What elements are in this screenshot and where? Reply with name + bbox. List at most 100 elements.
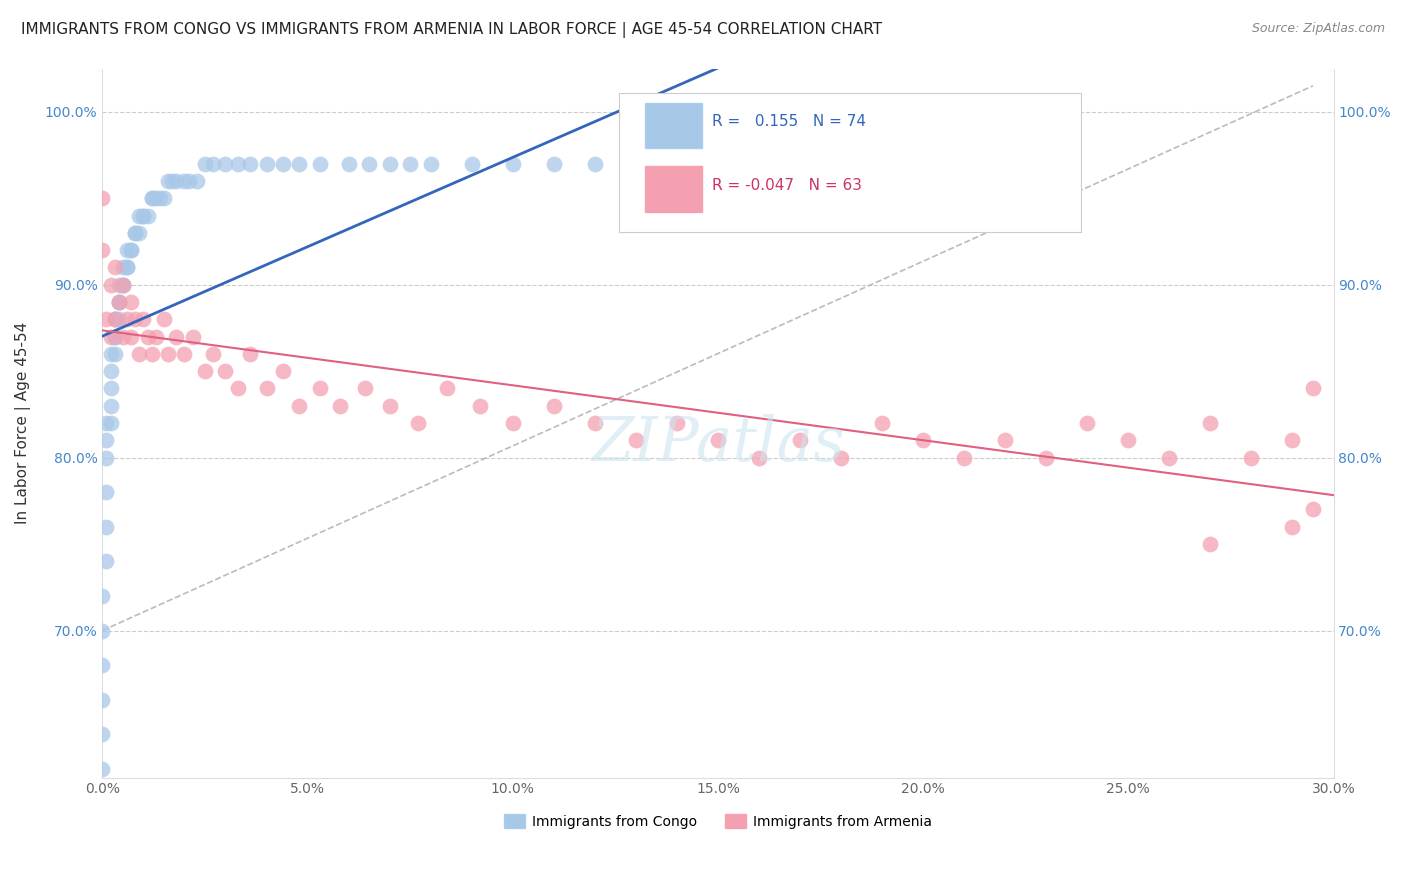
Point — [141, 347, 163, 361]
Point — [104, 347, 127, 361]
Point — [408, 416, 430, 430]
Point — [136, 209, 159, 223]
Point — [1118, 434, 1140, 448]
Point — [194, 364, 217, 378]
Point — [226, 156, 249, 170]
Point — [543, 399, 565, 413]
Point — [91, 243, 114, 257]
Point — [149, 191, 172, 205]
FancyBboxPatch shape — [645, 103, 702, 148]
Point — [436, 381, 458, 395]
Point — [107, 295, 129, 310]
Point — [337, 156, 360, 170]
Point — [107, 295, 129, 310]
Point — [329, 399, 352, 413]
Point — [419, 156, 441, 170]
Point — [202, 156, 225, 170]
Text: IMMIGRANTS FROM CONGO VS IMMIGRANTS FROM ARMENIA IN LABOR FORCE | AGE 45-54 CORR: IMMIGRANTS FROM CONGO VS IMMIGRANTS FROM… — [21, 22, 882, 38]
Point — [1281, 434, 1303, 448]
Point — [96, 416, 118, 430]
Point — [111, 277, 134, 292]
Point — [132, 209, 155, 223]
Point — [288, 399, 311, 413]
Point — [100, 416, 122, 430]
Point — [288, 156, 311, 170]
Point — [145, 329, 167, 343]
Point — [645, 156, 668, 170]
Point — [107, 312, 129, 326]
Point — [226, 381, 249, 395]
Point — [132, 312, 155, 326]
Point — [239, 347, 262, 361]
Point — [870, 416, 893, 430]
Point — [96, 312, 118, 326]
Point — [1302, 502, 1324, 516]
Point — [96, 554, 118, 568]
Point — [239, 156, 262, 170]
Point — [115, 260, 138, 275]
Point — [115, 312, 138, 326]
Point — [502, 156, 524, 170]
Point — [1199, 416, 1222, 430]
Point — [91, 727, 114, 741]
Point — [271, 364, 294, 378]
Point — [141, 191, 163, 205]
Point — [378, 399, 401, 413]
Point — [399, 156, 422, 170]
Point — [124, 226, 146, 240]
Point — [789, 156, 811, 170]
Point — [111, 277, 134, 292]
Point — [354, 381, 377, 395]
Point — [165, 174, 187, 188]
Point — [107, 295, 129, 310]
Point — [111, 329, 134, 343]
Point — [96, 520, 118, 534]
Point — [100, 347, 122, 361]
Point — [104, 312, 127, 326]
Point — [461, 156, 484, 170]
Point — [128, 226, 150, 240]
Point — [100, 277, 122, 292]
Point — [177, 174, 200, 188]
Point — [96, 450, 118, 465]
Point — [157, 174, 180, 188]
Point — [100, 381, 122, 395]
Legend: Immigrants from Congo, Immigrants from Armenia: Immigrants from Congo, Immigrants from A… — [499, 808, 938, 834]
Point — [145, 191, 167, 205]
Point — [583, 416, 606, 430]
Point — [953, 450, 976, 465]
Point — [104, 312, 127, 326]
Point — [1199, 537, 1222, 551]
FancyBboxPatch shape — [620, 94, 1081, 232]
Point — [104, 329, 127, 343]
Point — [153, 312, 176, 326]
Point — [91, 762, 114, 776]
Point — [789, 434, 811, 448]
Point — [748, 450, 770, 465]
Point — [132, 209, 155, 223]
Point — [309, 156, 332, 170]
Point — [543, 156, 565, 170]
Point — [96, 485, 118, 500]
Point — [128, 209, 150, 223]
Point — [96, 434, 118, 448]
Point — [194, 156, 217, 170]
Point — [707, 156, 730, 170]
Point — [1159, 450, 1181, 465]
Point — [91, 589, 114, 603]
Point — [141, 191, 163, 205]
Point — [1302, 381, 1324, 395]
Point — [100, 399, 122, 413]
Point — [157, 347, 180, 361]
Point — [468, 399, 491, 413]
Point — [120, 243, 142, 257]
Point — [1076, 416, 1098, 430]
Point — [830, 450, 852, 465]
Point — [91, 191, 114, 205]
Point — [624, 434, 647, 448]
Text: R =   0.155   N = 74: R = 0.155 N = 74 — [711, 114, 866, 129]
Point — [104, 329, 127, 343]
Point — [100, 329, 122, 343]
Point — [124, 312, 146, 326]
Point — [271, 156, 294, 170]
